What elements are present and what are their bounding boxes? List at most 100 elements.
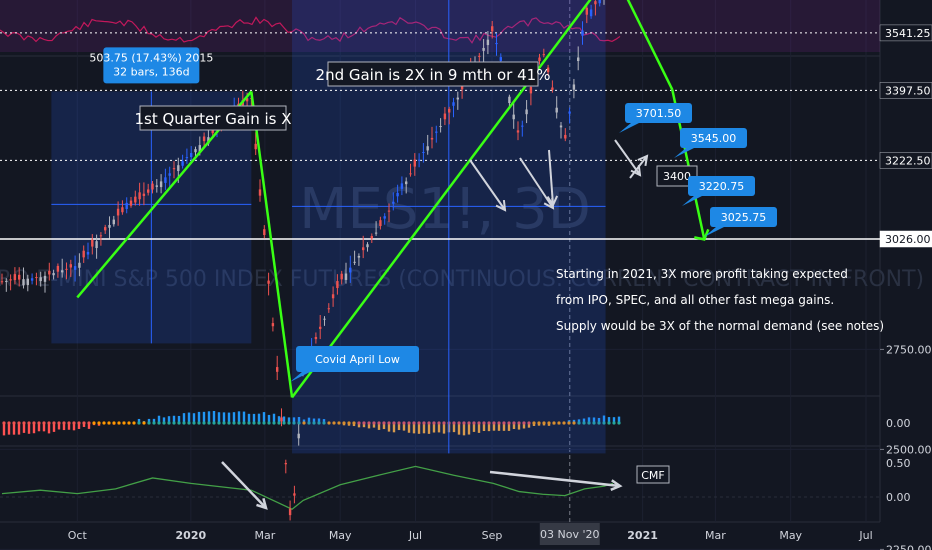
histogram-bar <box>472 423 476 432</box>
histogram-dot <box>207 421 211 425</box>
candle-body <box>5 280 8 282</box>
candle-body <box>400 183 404 189</box>
candle-body <box>267 280 270 284</box>
histogram-dot <box>437 421 441 425</box>
histogram-bar <box>467 423 471 435</box>
candle-body <box>82 250 85 258</box>
candle-body <box>323 318 326 320</box>
histogram-dot <box>312 421 316 425</box>
histogram-dot <box>92 421 96 425</box>
cmf-tick-label: 0.00 <box>886 491 911 504</box>
forecast-note: Starting in 2021, 3X more profit taking … <box>556 267 884 333</box>
histogram-bar <box>152 418 156 423</box>
histogram-dot <box>427 421 431 425</box>
candle-body <box>280 417 283 422</box>
candle-body <box>452 102 455 106</box>
time-tick-label: May <box>329 529 352 542</box>
histogram-bar <box>282 416 286 423</box>
callout-label: 3701.50 <box>636 107 682 120</box>
histogram-dot <box>572 421 576 425</box>
histogram-dot <box>322 421 326 425</box>
callout-pointer <box>619 123 639 133</box>
candle-body <box>121 207 124 213</box>
histogram-dot <box>122 421 126 425</box>
histogram-bar <box>607 417 611 423</box>
histogram-bar <box>87 423 91 429</box>
histogram-bar <box>212 410 216 423</box>
q1-title-box: 1st Quarter Gain is X <box>134 105 292 131</box>
price-label-bg <box>879 230 932 248</box>
histogram-dot <box>402 421 406 425</box>
candle-body <box>125 202 128 209</box>
histogram-dot <box>282 421 286 425</box>
callout-label: 3545.00 <box>691 132 737 145</box>
histogram-dot <box>147 421 151 425</box>
candle-body <box>314 336 318 340</box>
histogram-bar <box>297 417 301 423</box>
callout-pointer <box>682 196 702 206</box>
histogram-dot <box>37 421 41 425</box>
candle-body <box>512 114 515 120</box>
candle-body <box>486 39 490 46</box>
histogram-dot <box>542 421 546 425</box>
histogram-bar <box>377 423 381 430</box>
histogram-dot <box>587 421 591 425</box>
time-tick-label: Jul <box>408 529 422 542</box>
candle-body <box>151 183 154 190</box>
candle-body <box>43 275 47 282</box>
callout-bg <box>688 176 755 196</box>
histogram-dot <box>577 421 581 425</box>
price-tick-label: 2750.00 <box>886 343 932 356</box>
histogram-dot <box>202 421 206 425</box>
price-label-bg <box>879 24 932 42</box>
candle-body <box>129 200 133 206</box>
histogram-dot <box>52 421 56 425</box>
candle-body <box>39 277 42 282</box>
histogram-bar <box>442 423 446 434</box>
candle-body <box>598 0 601 4</box>
candle-body <box>26 278 29 286</box>
candle-body <box>35 277 38 279</box>
time-axis: Oct 2020 Mar May Jul Sep 03 Nov '20 2021 Mar May J… <box>68 523 873 545</box>
histogram-dot <box>167 421 171 425</box>
histogram-dot <box>287 421 291 425</box>
candle-body <box>340 273 343 280</box>
candle-body <box>86 251 90 255</box>
histogram-dot <box>32 421 36 425</box>
histogram-bar <box>507 423 511 431</box>
histogram-bar <box>587 417 591 423</box>
histogram-dot <box>457 421 461 425</box>
candle-body <box>30 278 34 281</box>
histogram-dot <box>477 421 481 425</box>
trend-line <box>250 91 294 398</box>
candle-body <box>104 227 107 231</box>
histogram-bar <box>312 418 316 423</box>
candle-body <box>370 236 373 239</box>
candle-body <box>293 493 296 496</box>
candle-body <box>529 86 533 94</box>
arrow-head <box>610 479 623 491</box>
histogram-bar <box>62 423 66 431</box>
histogram-bar <box>302 419 306 423</box>
candle-body <box>91 239 94 247</box>
histogram-bar <box>252 413 256 423</box>
candle-body <box>159 181 163 188</box>
histogram-dot <box>297 421 301 425</box>
measure-label-line2: 32 bars, 136d <box>113 65 189 78</box>
callout-label: 3400 <box>663 170 691 183</box>
callout-bg <box>296 346 419 372</box>
histogram-dot <box>177 421 181 425</box>
histogram-bar <box>292 417 296 423</box>
candle-body <box>78 262 81 268</box>
candle-body <box>392 201 395 204</box>
histogram-dot <box>597 421 601 425</box>
measure-label-line1: 503.75 (17.43%) 2015 <box>89 51 213 64</box>
histogram-bar <box>262 412 266 423</box>
candle-body <box>276 367 279 372</box>
candle-body <box>405 181 408 185</box>
candle-body <box>374 232 378 234</box>
histogram-dot <box>117 421 121 425</box>
histogram-bar <box>177 415 181 423</box>
price-label: 3026.00 <box>885 233 931 246</box>
candle-body <box>331 294 335 299</box>
